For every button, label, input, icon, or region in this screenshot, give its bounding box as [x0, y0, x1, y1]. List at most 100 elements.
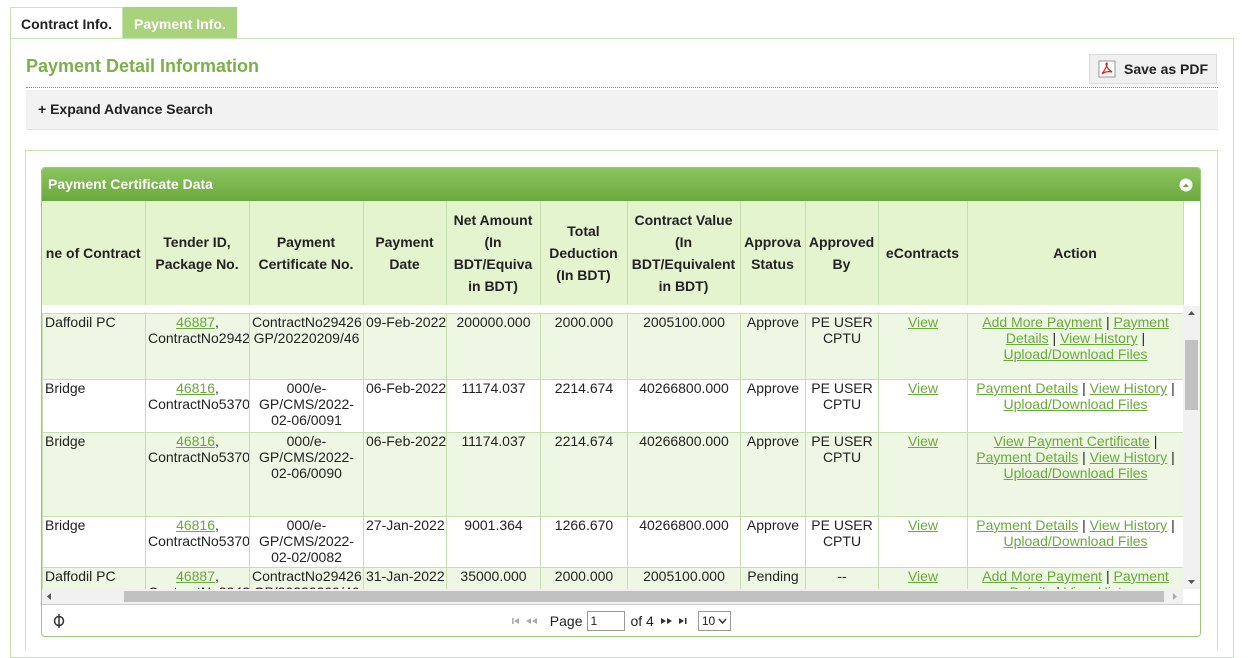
advance-search-bar[interactable]: + Expand Advance Search: [26, 90, 1218, 130]
approved-by-line: PE USER: [811, 380, 873, 397]
approval-status-cell: Approve: [740, 516, 806, 568]
grid-row: Bridge 46816, ContractNo5370 000/e- GP/CMS/2…: [42, 379, 1183, 433]
net-amount-cell: 200000.000: [446, 313, 541, 380]
certificate-line: 02-02/0082: [271, 549, 342, 565]
econtracts-link[interactable]: View: [907, 314, 939, 331]
tab[interactable]: Contract Info.: [10, 7, 123, 39]
tender-id-link[interactable]: 46887: [176, 568, 216, 585]
action-link[interactable]: Payment Details: [1010, 568, 1169, 590]
tender-id-link[interactable]: 46816: [176, 380, 216, 397]
tender-id-link[interactable]: 46816: [176, 517, 216, 534]
approved-by-line: --: [837, 568, 847, 585]
collapse-button[interactable]: [1179, 178, 1193, 192]
column-header: ne of Contract: [42, 201, 146, 305]
certificate-line: GP/20220209/46: [253, 330, 360, 346]
action-link[interactable]: Payment Details: [1005, 314, 1169, 347]
tab-active[interactable]: Payment Info.: [123, 7, 237, 39]
total-deduction: 1266.670: [554, 517, 614, 534]
tender-cell: 46816, ContractNo5370: [145, 379, 250, 433]
certificate-cell: 000/e- GP/CMS/2022- 02-06/0090: [249, 432, 364, 517]
approval-status: Approve: [746, 380, 800, 397]
action-link[interactable]: View Payment Certificate: [993, 433, 1150, 450]
econtracts-link[interactable]: View: [907, 568, 939, 585]
certificate-line: GP/CMS/2022-: [259, 449, 354, 465]
package-no: ContractNo5370: [148, 396, 250, 412]
action-link[interactable]: View History: [1060, 330, 1138, 346]
total-deduction-cell: 2214.674: [540, 379, 628, 433]
tender-id-link[interactable]: 46887: [176, 314, 216, 331]
contract-name: Daffodil PC: [42, 567, 146, 589]
action-link[interactable]: Upload/Download Files: [1003, 396, 1148, 412]
action-link[interactable]: View History: [1089, 380, 1168, 397]
expand-label[interactable]: + Expand Advance Search: [38, 101, 213, 117]
heading: Payment Detail Information: [26, 56, 260, 76]
package-no: ContractNo2942: [148, 584, 249, 589]
approval-status: Approve: [746, 314, 800, 331]
contract-value-cell: 40266800.000: [627, 516, 741, 568]
approved-by-line: CPTU: [822, 533, 862, 549]
refresh-icon[interactable]: [52, 614, 66, 628]
approved-by-cell: PE USER CPTU: [805, 313, 879, 380]
page-size-select[interactable]: 10: [697, 611, 732, 631]
approved-by-line: CPTU: [822, 449, 862, 465]
package-no: ContractNo2942: [148, 330, 250, 346]
action-link[interactable]: View History: [1064, 584, 1142, 589]
vscroll-graphic: [1185, 311, 1198, 584]
action-link[interactable]: Add More Payment: [982, 568, 1103, 585]
action-link[interactable]: Upload/Download Files: [1003, 533, 1148, 549]
tender-cell: 46816, ContractNo5370: [145, 432, 250, 517]
econtracts-link[interactable]: View: [907, 433, 939, 450]
next-last-buttons[interactable]: [659, 616, 693, 626]
contract-name: Bridge: [42, 516, 146, 568]
net-amount-cell: 11174.037: [446, 432, 541, 517]
contract-value: 40266800.000: [639, 433, 729, 450]
certificate-line: GP/CMS/2022-: [259, 396, 354, 412]
econtracts-cell: View: [878, 313, 968, 380]
action-link[interactable]: View History: [1089, 517, 1168, 534]
action-link[interactable]: Upload/Download Files: [1003, 346, 1148, 362]
divider: [26, 87, 1218, 88]
grid-header: ne of Contract Tender ID, Package No. Paym…: [42, 201, 1184, 305]
action-link[interactable]: Add More Payment: [982, 314, 1103, 331]
approval-status-cell: Approve: [740, 379, 806, 433]
payment-date-cell: 09-Feb-2022: [363, 313, 447, 380]
action-link[interactable]: Payment Details: [976, 517, 1079, 534]
contract-name: Bridge: [42, 432, 146, 517]
total-deduction-cell: 2000.000: [540, 567, 628, 589]
econtracts-link[interactable]: View: [907, 380, 939, 397]
payment-date: 06-Feb-2022: [366, 380, 447, 397]
horizontal-scrollbar[interactable]: [42, 589, 1183, 604]
package-no: ContractNo5370: [148, 449, 250, 465]
action-link[interactable]: View History: [1089, 449, 1168, 465]
contract-value-cell: 40266800.000: [627, 432, 741, 517]
action-link[interactable]: Payment Details: [976, 380, 1079, 397]
payment-date-cell: 31-Jan-2022: [363, 567, 447, 589]
contract-name: Bridge: [42, 379, 146, 433]
of-label: of 4: [630, 613, 654, 629]
grid-rows: Daffodil PC 46887, ContractNo2942 ContractN…: [42, 313, 1183, 589]
contract-value: 2005100.000: [643, 568, 725, 585]
econtracts-link[interactable]: View: [907, 517, 939, 534]
action-separator: |: [1141, 330, 1146, 346]
tender-cell: 46887,ContractNo2942: [145, 567, 250, 589]
total-deduction: 2000.000: [554, 314, 614, 331]
net-amount: 35000.000: [460, 568, 527, 585]
payment-date: 31-Jan-2022: [366, 568, 445, 585]
grid-body: Daffodil PC 46887, ContractNo2942 ContractN…: [42, 306, 1183, 589]
action-separator: |: [1171, 517, 1175, 534]
action-separator: |: [1105, 568, 1110, 585]
contract-value-cell: 2005100.000: [627, 567, 741, 589]
approved-by-line: CPTU: [822, 396, 862, 412]
column-header: Payment Certificate No.: [249, 201, 364, 305]
page-input[interactable]: 1: [587, 611, 626, 631]
approved-by-line: PE USER: [811, 517, 873, 534]
vertical-scrollbar[interactable]: [1183, 306, 1200, 589]
tender-id-link[interactable]: 46816: [176, 433, 216, 450]
first-prev-buttons[interactable]: [511, 616, 545, 626]
action-link[interactable]: Payment Details: [976, 449, 1079, 465]
column-header: eContracts: [878, 201, 968, 305]
spacer: [42, 306, 1183, 313]
save-pdf-button[interactable]: Save as PDF: [1089, 54, 1217, 84]
action-link[interactable]: Upload/Download Files: [1003, 465, 1148, 481]
